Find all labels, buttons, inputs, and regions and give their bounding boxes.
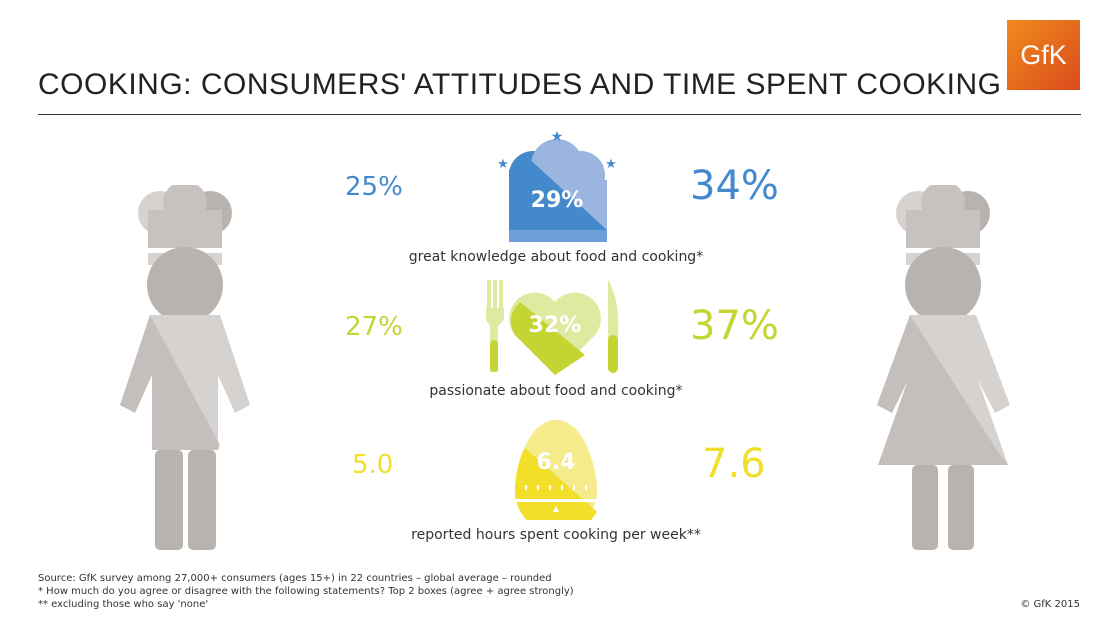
men-hours-value: 5.0	[352, 450, 394, 480]
knowledge-label: great knowledge about food and cooking*	[408, 249, 704, 265]
male-chef-figure	[120, 185, 250, 550]
men-passion-value: 27%	[345, 312, 403, 342]
svg-text:★: ★	[605, 157, 617, 172]
women-hours-value: 7.6	[702, 441, 766, 487]
footnote-1: * How much do you agree or disagree with…	[38, 586, 574, 597]
footnote-2: ** excluding those who say 'none'	[38, 599, 209, 610]
men-knowledge-value: 25%	[345, 172, 403, 202]
passion-label: passionate about food and cooking*	[429, 383, 683, 399]
divider	[38, 114, 1081, 115]
hours-label: reported hours spent cooking per week**	[411, 527, 701, 543]
chef-hat-icon: ★ ★ ★	[497, 130, 617, 242]
copyright: © GfK 2015	[1020, 599, 1080, 610]
women-passion-value: 37%	[690, 303, 779, 349]
women-knowledge-value: 34%	[690, 163, 779, 209]
avg-knowledge-value: 29%	[530, 188, 584, 213]
page-title: COOKING: CONSUMERS' ATTITUDES AND TIME S…	[38, 68, 1002, 101]
avg-hours-value: 6.4	[536, 450, 576, 475]
svg-text:★: ★	[551, 130, 564, 145]
heart-cutlery-icon	[486, 280, 619, 375]
svg-text:★: ★	[497, 157, 509, 172]
female-chef-figure	[877, 185, 1010, 550]
source-note: Source: GfK survey among 27,000+ consume…	[38, 573, 552, 584]
egg-timer-icon	[515, 420, 597, 520]
gfk-logo: GfK	[1007, 20, 1080, 90]
avg-passion-value: 32%	[528, 313, 582, 338]
